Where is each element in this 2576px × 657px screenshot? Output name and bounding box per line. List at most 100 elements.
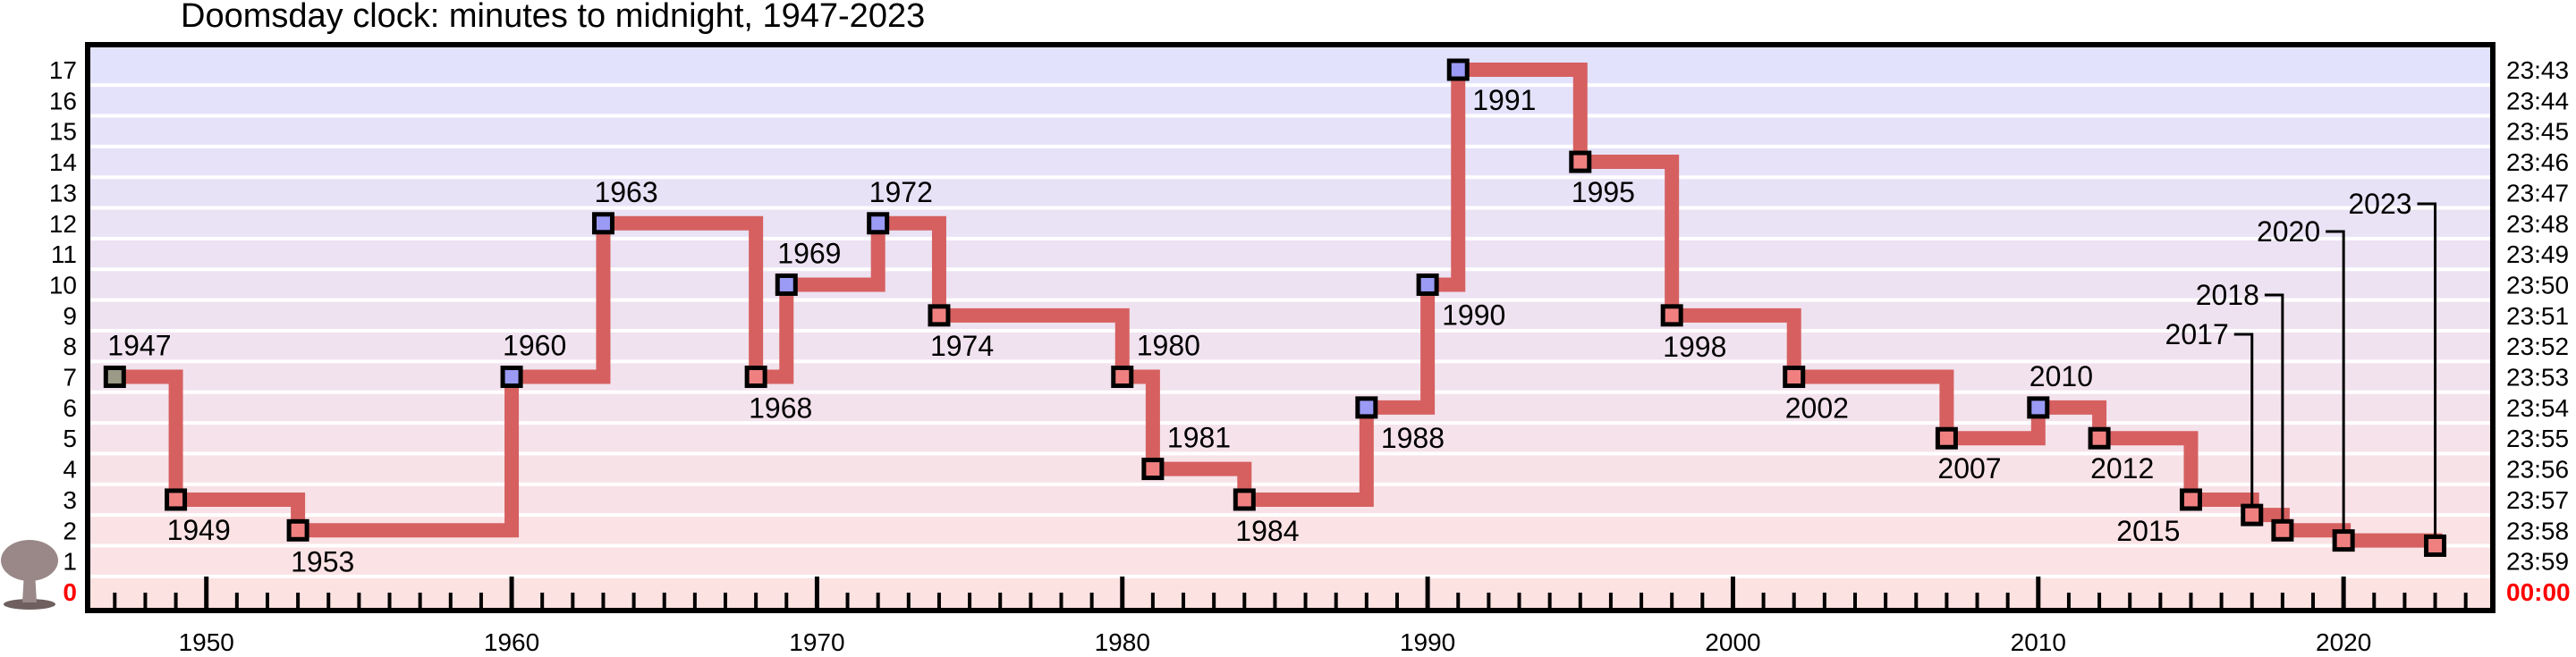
band-17 bbox=[90, 47, 2490, 86]
band-8 bbox=[90, 331, 2490, 362]
data-point-marker bbox=[1416, 273, 1439, 296]
y-tick-label-right: 23:53 bbox=[2506, 364, 2569, 392]
data-point-label: 2015 bbox=[2116, 515, 2180, 547]
data-point-label: 1963 bbox=[594, 176, 657, 208]
plot-frame bbox=[85, 42, 2496, 613]
y-tick-label-left: 10 bbox=[49, 271, 77, 299]
y-tick-label-left: 16 bbox=[49, 87, 77, 114]
data-point-label: 1980 bbox=[1137, 330, 1200, 362]
y-tick-label-left: 7 bbox=[63, 364, 77, 392]
data-point-label: 2012 bbox=[2090, 452, 2154, 484]
data-point-marker bbox=[1355, 396, 1378, 419]
x-tick-label: 2000 bbox=[1705, 628, 1760, 656]
data-point-label: 1947 bbox=[107, 330, 171, 362]
y-tick-label-right: 23:46 bbox=[2506, 148, 2569, 176]
label-leader-lines bbox=[2233, 202, 2437, 537]
y-tick-label-right: 23:54 bbox=[2506, 394, 2569, 422]
data-point-label: 1998 bbox=[1663, 331, 1726, 363]
x-tick-label: 1950 bbox=[179, 628, 234, 656]
band-separator-5 bbox=[90, 451, 2490, 456]
band-12 bbox=[90, 207, 2490, 239]
y-tick-label-left: 8 bbox=[63, 333, 77, 360]
y-tick-label-left: 6 bbox=[63, 394, 77, 422]
y-tick-label-right: 23:56 bbox=[2506, 456, 2569, 484]
data-point-label: 2007 bbox=[1937, 452, 2001, 484]
x-tick-label: 2010 bbox=[2011, 628, 2066, 656]
data-points bbox=[103, 58, 2447, 557]
data-point-marker bbox=[1446, 58, 1470, 81]
y-tick-label-right: 23:43 bbox=[2506, 56, 2569, 84]
y-tick-label-right: 23:45 bbox=[2506, 118, 2569, 146]
y-tick-label-right: 23:47 bbox=[2506, 179, 2569, 206]
band-16 bbox=[90, 85, 2490, 116]
x-axis-ticks: 1950 1960 1970 1980 1990 2000 2010 2020 bbox=[113, 577, 2468, 656]
band-separator-9 bbox=[90, 329, 2490, 333]
data-point-marker bbox=[1783, 366, 1806, 389]
band-separator-1 bbox=[90, 574, 2490, 578]
band-separator-4 bbox=[90, 482, 2490, 486]
data-point-label: 1968 bbox=[749, 392, 812, 425]
band-separator-11 bbox=[90, 267, 2490, 272]
x-tick-label: 2020 bbox=[2316, 628, 2371, 656]
band-6 bbox=[90, 392, 2490, 424]
y-tick-label-left: 11 bbox=[51, 240, 77, 268]
data-point-label: 1984 bbox=[1235, 515, 1299, 547]
data-point-label: 2010 bbox=[2029, 360, 2093, 392]
series-line-path bbox=[114, 63, 2443, 553]
data-point-marker bbox=[2088, 426, 2111, 450]
y-tick-label-left: 5 bbox=[63, 425, 77, 452]
x-tick-label: 1980 bbox=[1095, 628, 1150, 656]
band-separator-17 bbox=[90, 83, 2490, 88]
y-tick-label-right: 23:44 bbox=[2506, 87, 2569, 114]
data-point-marker bbox=[165, 488, 188, 511]
y-tick-label-left: 3 bbox=[63, 486, 77, 514]
data-point-marker bbox=[500, 366, 523, 389]
y-tick-label-right: 23:57 bbox=[2506, 486, 2569, 514]
data-point-label: 2023 bbox=[2348, 188, 2411, 220]
y-tick-label-left: 12 bbox=[49, 210, 77, 238]
band-separator-3 bbox=[90, 513, 2490, 518]
data-point-marker bbox=[928, 304, 951, 327]
data-point-marker bbox=[103, 366, 126, 389]
band-14 bbox=[90, 146, 2490, 178]
data-point-label: 2017 bbox=[2165, 318, 2229, 350]
data-point-label: 2020 bbox=[2257, 215, 2320, 248]
data-point-label: 1988 bbox=[1381, 422, 1445, 454]
y-tick-label-left: 4 bbox=[63, 456, 77, 484]
data-point-marker bbox=[591, 212, 614, 235]
data-point-marker bbox=[1141, 458, 1165, 481]
y-tick-label-right: 23:59 bbox=[2506, 548, 2569, 576]
band-7 bbox=[90, 361, 2490, 392]
data-point-marker bbox=[775, 273, 798, 296]
data-point-marker bbox=[286, 518, 309, 542]
label-leader-line bbox=[2264, 293, 2284, 522]
data-point-marker bbox=[1935, 426, 1958, 450]
band-separator-2 bbox=[90, 543, 2490, 548]
data-point-labels: 1947 1949 1953 1960 1963 1968 1969 1972 1974 1980… bbox=[107, 84, 2411, 577]
data-point-marker bbox=[1569, 150, 1592, 173]
y-tick-label-right: 23:48 bbox=[2506, 210, 2569, 238]
band-0 bbox=[90, 576, 2490, 608]
band-1 bbox=[90, 545, 2490, 577]
band-separator-12 bbox=[90, 236, 2490, 240]
band-separator-8 bbox=[90, 359, 2490, 364]
label-leader-line bbox=[2417, 202, 2437, 537]
band-4 bbox=[90, 453, 2490, 484]
band-separator-10 bbox=[90, 298, 2490, 302]
y-tick-label-left: 1 bbox=[63, 548, 77, 576]
data-point-label: 1960 bbox=[503, 330, 566, 362]
data-point-marker bbox=[2424, 534, 2447, 557]
data-point-marker bbox=[867, 212, 890, 235]
mushroom-cloud-icon bbox=[1, 540, 58, 610]
data-point-marker bbox=[744, 366, 767, 389]
series-line bbox=[114, 63, 2443, 553]
y-tick-label-left: 9 bbox=[63, 302, 77, 330]
data-point-label: 1969 bbox=[777, 237, 841, 269]
band-separator-14 bbox=[90, 175, 2490, 180]
y-tick-label-right: 23:51 bbox=[2506, 302, 2569, 330]
data-point-marker bbox=[1111, 366, 1134, 389]
data-point-label: 1991 bbox=[1472, 84, 1536, 116]
y-tick-label-left: 0 bbox=[63, 578, 77, 606]
data-point-marker bbox=[2332, 529, 2355, 552]
